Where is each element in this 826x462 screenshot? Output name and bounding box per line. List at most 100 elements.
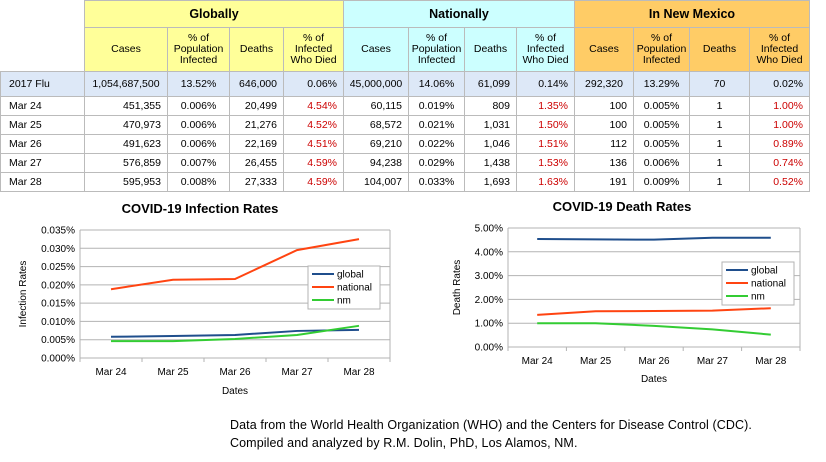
table-cell: 1.51%	[516, 134, 575, 154]
subheader-pct-infected: % of Population Infected	[408, 27, 465, 72]
y-tick-label: 0.000%	[41, 354, 75, 365]
y-axis-label: Death Rates	[452, 260, 463, 316]
x-tick-label: Mar 25	[157, 367, 189, 378]
subheader-deaths: Deaths	[229, 27, 284, 72]
table-cell: 0.006%	[167, 115, 230, 135]
table-cell: 27,333	[229, 172, 284, 192]
y-tick-label: 0.015%	[41, 299, 75, 310]
table-cell: 0.007%	[167, 153, 230, 173]
table-cell: 70	[689, 71, 750, 97]
x-tick-label: Mar 24	[522, 356, 554, 367]
table-cell: 0.52%	[749, 172, 810, 192]
y-tick-label: 0.025%	[41, 262, 75, 273]
table-row: Mar 25 470,973 0.006% 21,276 4.52% 68,572 0.02…	[0, 115, 810, 135]
table-cell: 1.53%	[516, 153, 575, 173]
table-row: Mar 27 576,859 0.007% 26,455 4.59% 94,238 0.02…	[0, 153, 810, 173]
table-cell: 22,169	[229, 134, 284, 154]
table-cell: 0.019%	[408, 96, 465, 116]
table-cell: 1,693	[464, 172, 517, 192]
table-cell: 20,499	[229, 96, 284, 116]
table-cell: 0.005%	[633, 134, 690, 154]
x-tick-label: Mar 28	[343, 367, 375, 378]
table-cell: 69,210	[343, 134, 409, 154]
table-cell: 576,859	[84, 153, 168, 173]
table-cell: 1,031	[464, 115, 517, 135]
death-rates-chart: COVID-19 Death Rates 0.00% 1.00% 2.00% 3.00%…	[452, 199, 801, 385]
table-cell: 1.00%	[749, 96, 810, 116]
table-cell: 1	[689, 172, 750, 192]
table-cell: 491,623	[84, 134, 168, 154]
y-tick-label: 5.00%	[475, 224, 503, 235]
legend-label-global: global	[751, 266, 778, 277]
table-cell: 292,320	[574, 71, 634, 97]
table-cell: 61,099	[464, 71, 517, 97]
covid-table: Globally Nationally In New Mexico Cases …	[0, 0, 810, 192]
row-label: Mar 28	[0, 172, 85, 192]
table-cell: 0.006%	[167, 96, 230, 116]
subheader-pct-died: % of Infected Who Died	[516, 27, 575, 72]
chart-title: COVID-19 Death Rates	[553, 199, 692, 214]
x-tick-label: Mar 25	[580, 356, 612, 367]
table-cell: 13.29%	[633, 71, 690, 97]
table-cell: 0.89%	[749, 134, 810, 154]
row-label: Mar 27	[0, 153, 85, 173]
group-header-nm: In New Mexico	[574, 0, 810, 28]
table-cell: 1	[689, 153, 750, 173]
table-cell: 1	[689, 134, 750, 154]
source-note: Data from the World Health Organization …	[230, 416, 752, 452]
infection-rates-chart: COVID-19 Infection Rates 0.000% 0.005% 0.01…	[18, 201, 391, 397]
y-tick-label: 0.030%	[41, 244, 75, 255]
y-tick-label: 0.00%	[475, 343, 503, 354]
table-cell: 1.35%	[516, 96, 575, 116]
table-row: Mar 28 595,953 0.008% 27,333 4.59% 104,007 0.0…	[0, 172, 810, 192]
y-tick-label: 0.020%	[41, 280, 75, 291]
credit-line: Compiled and analyzed by R.M. Dolin, PhD…	[230, 436, 578, 450]
table-cell: 1,054,687,500	[84, 71, 168, 97]
table-cell: 646,000	[229, 71, 284, 97]
y-tick-label: 0.010%	[41, 317, 75, 328]
table-cell: 470,973	[84, 115, 168, 135]
table-cell: 0.006%	[633, 153, 690, 173]
table-cell: 4.54%	[283, 96, 344, 116]
table-row: Mar 24 451,355 0.006% 20,499 4.54% 60,115 0.01…	[0, 96, 810, 116]
table-cell: 100	[574, 96, 634, 116]
table-cell: 112	[574, 134, 634, 154]
legend-label-national: national	[751, 279, 786, 290]
y-tick-label: 2.00%	[475, 295, 503, 306]
table-cell: 94,238	[343, 153, 409, 173]
table-cell: 0.021%	[408, 115, 465, 135]
x-axis-label: Dates	[641, 374, 667, 385]
row-label: Mar 26	[0, 134, 85, 154]
table-cell: 1.63%	[516, 172, 575, 192]
table-cell: 14.06%	[408, 71, 465, 97]
table-cell: 136	[574, 153, 634, 173]
table-cell: 104,007	[343, 172, 409, 192]
y-tick-label: 4.00%	[475, 247, 503, 258]
series-line-nm	[537, 322, 771, 336]
y-tick-label: 0.005%	[41, 335, 75, 346]
row-label: Mar 25	[0, 115, 85, 135]
x-tick-label: Mar 27	[281, 367, 313, 378]
table-cell: 0.02%	[749, 71, 810, 97]
legend-label-global: global	[337, 270, 364, 281]
table-cell: 0.008%	[167, 172, 230, 192]
table-cell: 0.005%	[633, 96, 690, 116]
subheader-cases: Cases	[574, 27, 634, 72]
group-header-national: Nationally	[343, 0, 575, 28]
subheader-pct-infected: % of Population Infected	[633, 27, 690, 72]
group-header-global: Globally	[84, 0, 344, 28]
chart-title: COVID-19 Infection Rates	[122, 201, 279, 216]
x-tick-label: Mar 27	[697, 356, 729, 367]
x-tick-label: Mar 28	[755, 356, 787, 367]
subheader-pct-died: % of Infected Who Died	[283, 27, 344, 72]
x-tick-label: Mar 26	[219, 367, 251, 378]
table-cell: 0.009%	[633, 172, 690, 192]
table-cell: 68,572	[343, 115, 409, 135]
table-cell: 1,046	[464, 134, 517, 154]
table-cell: 595,953	[84, 172, 168, 192]
subheader-pct-infected: % of Population Infected	[167, 27, 230, 72]
table-cell: 100	[574, 115, 634, 135]
y-tick-label: 1.00%	[475, 319, 503, 330]
table-cell: 1	[689, 115, 750, 135]
x-tick-label: Mar 24	[95, 367, 127, 378]
